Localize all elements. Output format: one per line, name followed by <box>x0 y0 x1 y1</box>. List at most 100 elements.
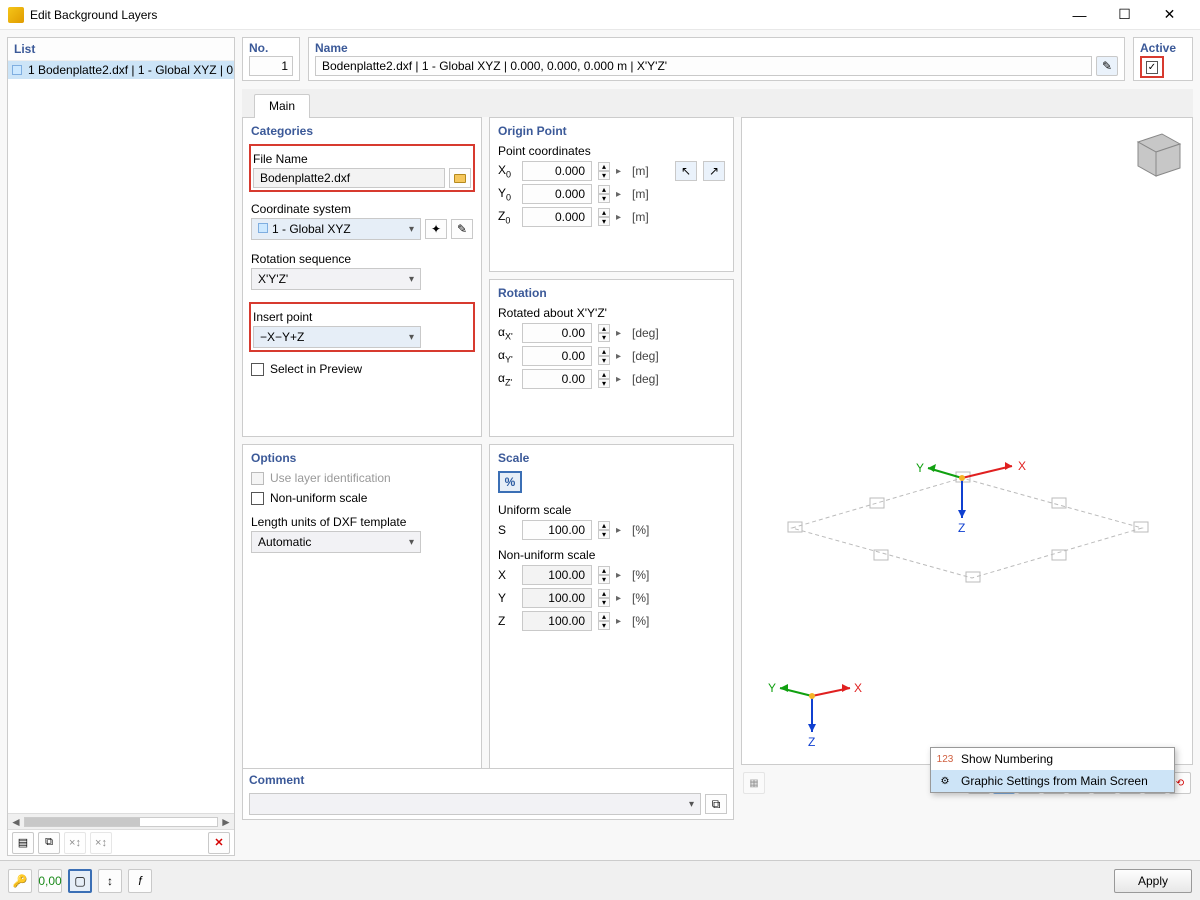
tab-main[interactable]: Main <box>254 94 310 118</box>
scale-s-input[interactable] <box>522 520 592 540</box>
preview-popup-menu: 123 Show Numbering ⚙ Graphic Settings fr… <box>930 747 1175 793</box>
spinner[interactable]: ▴▾ <box>598 370 610 388</box>
list-item[interactable]: 1 Bodenplatte2.dxf | 1 - Global XYZ | 0.… <box>8 61 234 79</box>
categories-box: Categories File Name Coordinate system <box>242 117 482 437</box>
script-button[interactable]: f <box>128 869 152 893</box>
no-field[interactable] <box>249 56 293 76</box>
origin-title: Origin Point <box>498 124 725 138</box>
pv-btn-1: ▦ <box>743 772 765 794</box>
scale-z-input <box>522 611 592 631</box>
active-label: Active <box>1140 40 1186 56</box>
apply-button[interactable]: Apply <box>1114 869 1192 893</box>
spinner: ▴▾ <box>598 589 610 607</box>
coord-label: Coordinate system <box>251 202 473 216</box>
new-layer-button[interactable]: ▤ <box>12 832 34 854</box>
rot-y-input[interactable] <box>522 346 592 366</box>
close-button[interactable]: ✕ <box>1147 1 1192 29</box>
active-checkbox[interactable]: ✓ <box>1146 61 1158 74</box>
rot-seq-select[interactable]: X'Y'Z'▾ <box>251 268 421 290</box>
list-panel: List 1 Bodenplatte2.dxf | 1 - Global XYZ… <box>7 37 235 856</box>
percent-mode-button[interactable]: % <box>498 471 522 493</box>
help-button[interactable]: 🔑 <box>8 869 32 893</box>
no-box: No. <box>242 37 300 81</box>
edit-name-button[interactable]: ✎ <box>1096 56 1118 76</box>
delete-layer-button[interactable]: ✕ <box>208 832 230 854</box>
minimize-button[interactable]: — <box>1057 1 1102 29</box>
bottom-toolbar: 🔑 0,00 ▢ ↕ f Apply <box>0 860 1200 900</box>
length-units-select[interactable]: Automatic▾ <box>251 531 421 553</box>
scale-box: Scale % Uniform scale S ▴▾ ▸ [%] Non-uni… <box>489 444 734 797</box>
copy-layer-button[interactable]: ⧉ <box>38 832 60 854</box>
file-name-field[interactable] <box>253 168 445 188</box>
scale-y-input <box>522 588 592 608</box>
rot-z-input[interactable] <box>522 369 592 389</box>
view-cube-icon[interactable] <box>1126 124 1186 184</box>
preview-pane[interactable]: X Y Z X <box>741 117 1193 765</box>
rotation-about-label: Rotated about X'Y'Z' <box>498 306 725 320</box>
no-label: No. <box>249 40 268 56</box>
spinner: ▴▾ <box>598 566 610 584</box>
titlebar: Edit Background Layers — ☐ ✕ <box>0 0 1200 30</box>
list-h-scrollbar[interactable]: ◄► <box>8 813 234 829</box>
svg-text:Z: Z <box>808 735 815 749</box>
select-in-preview-label: Select in Preview <box>270 362 362 376</box>
origin-y-input[interactable] <box>522 184 592 204</box>
options-box: Options Use layer identification Non-uni… <box>242 444 482 797</box>
nonuniform-scale-label: Non-uniform scale <box>498 548 725 562</box>
pick-point-button[interactable]: ↖ <box>675 161 697 181</box>
svg-text:X: X <box>1018 459 1026 473</box>
spinner[interactable]: ▴▾ <box>598 185 610 203</box>
nonuniform-checkbox[interactable] <box>251 492 264 505</box>
comment-library-button[interactable]: ⧉ <box>705 794 727 814</box>
spinner: ▴▾ <box>598 612 610 630</box>
layer-color-swatch <box>12 65 22 75</box>
browse-file-button[interactable] <box>449 168 471 188</box>
snap-button[interactable]: ↕ <box>98 869 122 893</box>
nonuniform-label: Non-uniform scale <box>270 491 367 505</box>
name-box: Name ✎ <box>308 37 1125 81</box>
popup-show-numbering[interactable]: 123 Show Numbering <box>931 748 1174 770</box>
spinner[interactable]: ▴▾ <box>598 162 610 180</box>
app-icon <box>8 7 24 23</box>
comment-box: Comment ▾ ⧉ <box>242 768 734 820</box>
spinner[interactable]: ▴▾ <box>598 521 610 539</box>
uniform-scale-label: Uniform scale <box>498 503 725 517</box>
units-button[interactable]: 0,00 <box>38 869 62 893</box>
insert-point-select[interactable]: −X−Y+Z▾ <box>253 326 421 348</box>
rotation-box: Rotation Rotated about X'Y'Z' αX' ▴▾ ▸ [… <box>489 279 734 437</box>
spinner[interactable]: ▴▾ <box>598 347 610 365</box>
categories-title: Categories <box>251 124 473 138</box>
origin-z-input[interactable] <box>522 207 592 227</box>
pick-point-alt-button[interactable]: ↗ <box>703 161 725 181</box>
select-in-preview-checkbox[interactable] <box>251 363 264 376</box>
comment-select[interactable]: ▾ <box>249 793 701 815</box>
tabs: Main <box>242 89 1193 117</box>
maximize-button[interactable]: ☐ <box>1102 1 1147 29</box>
spinner[interactable]: ▴▾ <box>598 208 610 226</box>
file-name-label: File Name <box>253 152 471 166</box>
move-up-button: ×↕ <box>64 832 86 854</box>
active-box: Active ✓ <box>1133 37 1193 81</box>
spinner[interactable]: ▴▾ <box>598 324 610 342</box>
list-toolbar: ▤ ⧉ ×↕ ×↕ ✕ <box>8 829 234 855</box>
grid-button[interactable]: ▢ <box>68 869 92 893</box>
origin-x-input[interactable] <box>522 161 592 181</box>
list-header: List <box>8 38 234 61</box>
coord-system-select[interactable]: 1 - Global XYZ ▾ <box>251 218 421 240</box>
rot-x-input[interactable] <box>522 323 592 343</box>
move-down-button: ×↕ <box>90 832 112 854</box>
new-cs-button[interactable]: ✦ <box>425 219 447 239</box>
name-field[interactable] <box>315 56 1092 76</box>
options-title: Options <box>251 451 473 465</box>
svg-text:Y: Y <box>768 681 776 695</box>
popup-graphic-settings[interactable]: ⚙ Graphic Settings from Main Screen <box>931 770 1174 792</box>
axes-triad-icon: X Y Z <box>762 666 862 756</box>
svg-text:Y: Y <box>916 461 924 475</box>
window-title: Edit Background Layers <box>30 8 1057 22</box>
layer-id-label: Use layer identification <box>270 471 391 485</box>
rot-seq-label: Rotation sequence <box>251 252 473 266</box>
edit-cs-button[interactable]: ✎ <box>451 219 473 239</box>
preview-toolbar: ▦ ▦▾ 🔍 ↕X ↕Y ↕Z ◧▾ ◫▾ 🖶▾ ⟲ 123 Show Numb… <box>741 769 1193 797</box>
edit-icon: ✎ <box>1102 59 1112 73</box>
folder-icon <box>454 174 466 183</box>
